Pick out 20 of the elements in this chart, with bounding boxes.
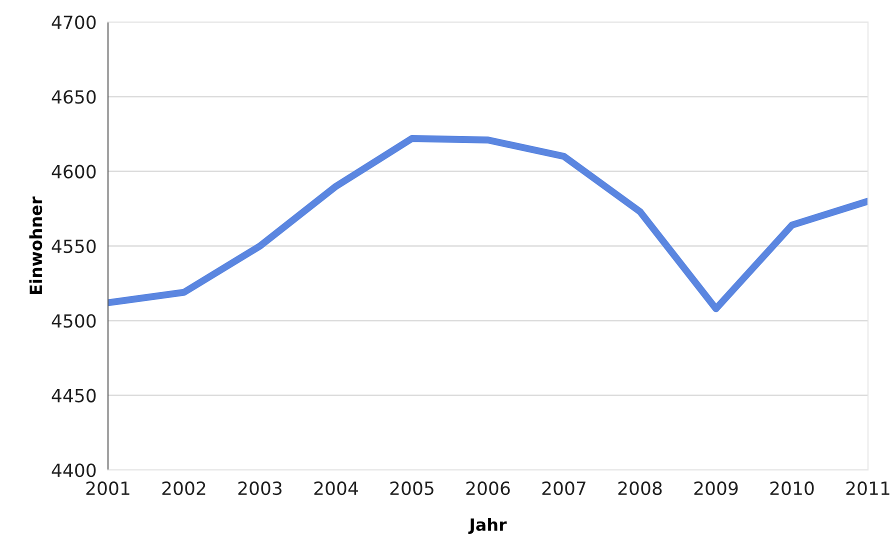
- x-tick-label: 2003: [238, 481, 282, 496]
- y-tick-label: 4550: [52, 239, 96, 254]
- y-tick-label: 4650: [52, 90, 96, 104]
- x-tick-label: 2006: [466, 481, 510, 496]
- x-tick-label: 2011: [846, 481, 890, 496]
- y-tick-label: 4600: [52, 164, 96, 178]
- y-tick-label: 4400: [52, 463, 96, 478]
- x-tick-label: 2007: [542, 481, 586, 496]
- y-tick-label: 4700: [52, 15, 96, 30]
- y-axis-title: Einwohner: [29, 196, 42, 294]
- x-tick-label: 2002: [162, 481, 206, 496]
- x-tick-label: 2005: [390, 481, 434, 496]
- y-tick-label: 4450: [52, 388, 96, 402]
- x-tick-label: 2004: [314, 481, 358, 496]
- x-tick-label: 2009: [694, 481, 738, 496]
- x-tick-label: 2001: [86, 481, 130, 496]
- y-tick-label: 4500: [52, 314, 96, 328]
- x-axis-title: Jahr: [468, 518, 507, 534]
- x-tick-label: 2008: [618, 481, 662, 496]
- x-tick-label: 2010: [770, 481, 814, 496]
